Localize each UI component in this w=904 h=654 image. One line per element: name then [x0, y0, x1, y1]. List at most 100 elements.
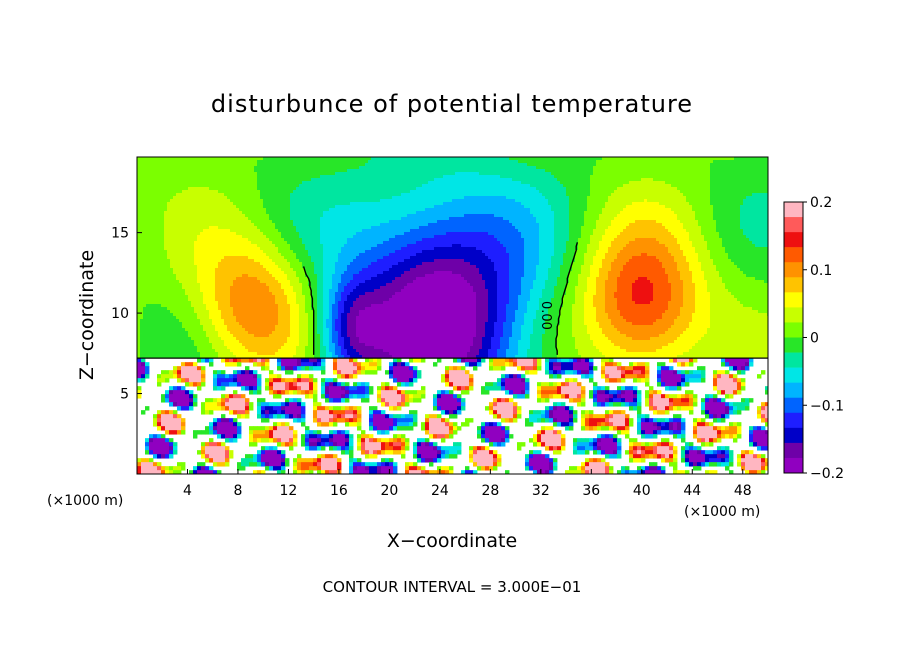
heatmap-cell: [317, 304, 321, 308]
heatmap-cell: [254, 250, 258, 254]
heatmap-cell: [293, 247, 297, 251]
heatmap-cell: [230, 202, 234, 206]
heatmap-cell: [218, 220, 222, 224]
heatmap-cell: [278, 196, 282, 200]
heatmap-cell: [185, 253, 189, 257]
heatmap-cell: [257, 178, 261, 182]
heatmap-cell: [275, 217, 279, 221]
heatmap-cell: [149, 265, 153, 269]
heatmap-cell: [218, 232, 222, 236]
heatmap-cell: [353, 181, 357, 185]
heatmap-cell: [278, 211, 282, 215]
heatmap-cell: [248, 286, 252, 290]
heatmap-cell: [239, 343, 243, 347]
heatmap-cell: [158, 169, 162, 173]
heatmap-cell: [332, 226, 336, 230]
heatmap-cell: [353, 253, 357, 257]
heatmap-cell: [158, 235, 162, 239]
heatmap-cell: [269, 268, 273, 272]
heatmap-cell: [263, 349, 267, 353]
heatmap-cell: [248, 238, 252, 242]
heatmap-cell: [254, 208, 258, 212]
heatmap-cell: [140, 328, 144, 332]
heatmap-cell: [146, 271, 150, 275]
heatmap-cell: [302, 355, 306, 359]
heatmap-cell: [173, 196, 177, 200]
heatmap-cell: [191, 355, 195, 359]
heatmap-cell: [281, 172, 285, 176]
heatmap-cell: [242, 184, 246, 188]
heatmap-cell: [140, 205, 144, 209]
heatmap-cell: [206, 160, 210, 164]
heatmap-cell: [272, 295, 276, 299]
heatmap-cell: [269, 244, 273, 248]
heatmap-cell: [215, 202, 219, 206]
heatmap-cell: [263, 166, 267, 170]
heatmap-cell: [224, 241, 228, 245]
heatmap-cell: [224, 271, 228, 275]
heatmap-cell: [350, 172, 354, 176]
heatmap-cell: [311, 322, 315, 326]
heatmap-cell: [311, 337, 315, 341]
heatmap-cell: [299, 166, 303, 170]
heatmap-cell: [185, 256, 189, 260]
heatmap-cell: [284, 349, 288, 353]
heatmap-cell: [269, 157, 273, 161]
heatmap-cell: [299, 211, 303, 215]
heatmap-cell: [326, 295, 330, 299]
heatmap-cell: [197, 232, 201, 236]
heatmap-cell: [284, 280, 288, 284]
heatmap-cell: [278, 169, 282, 173]
heatmap-cell: [248, 250, 252, 254]
heatmap-cell: [260, 274, 264, 278]
heatmap-cell: [215, 250, 219, 254]
heatmap-cell: [206, 343, 210, 347]
heatmap-cell: [179, 331, 183, 335]
heatmap-cell: [212, 325, 216, 329]
heatmap-cell: [293, 340, 297, 344]
heatmap-cell: [260, 229, 264, 233]
heatmap-cell: [227, 352, 231, 356]
heatmap-cell: [170, 166, 174, 170]
heatmap-cell: [266, 196, 270, 200]
heatmap-cell: [194, 157, 198, 161]
heatmap-cell: [176, 184, 180, 188]
heatmap-cell: [332, 184, 336, 188]
heatmap-cell: [263, 205, 267, 209]
heatmap-cell: [152, 223, 156, 227]
heatmap-cell: [149, 346, 153, 350]
heatmap-cell: [290, 250, 294, 254]
heatmap-cell: [191, 166, 195, 170]
heatmap-cell: [197, 268, 201, 272]
heatmap-cell: [158, 256, 162, 260]
heatmap-cell: [236, 256, 240, 260]
heatmap-cell: [203, 325, 207, 329]
heatmap-cell: [239, 196, 243, 200]
heatmap-cell: [314, 340, 318, 344]
heatmap-cell: [287, 289, 291, 293]
heatmap-cell: [149, 214, 153, 218]
heatmap-cell: [272, 349, 276, 353]
heatmap-cell: [176, 169, 180, 173]
heatmap-cell: [308, 298, 312, 302]
heatmap-cell: [308, 274, 312, 278]
heatmap-cell: [200, 160, 204, 164]
heatmap-cell: [275, 298, 279, 302]
heatmap-cell: [173, 166, 177, 170]
heatmap-cell: [308, 208, 312, 212]
heatmap-cell: [158, 241, 162, 245]
heatmap-cell: [191, 160, 195, 164]
heatmap-cell: [224, 328, 228, 332]
heatmap-cell: [227, 301, 231, 305]
heatmap-cell: [227, 187, 231, 191]
heatmap-cell: [218, 262, 222, 266]
heatmap-cell: [230, 343, 234, 347]
heatmap-cell: [326, 280, 330, 284]
heatmap-cell: [332, 235, 336, 239]
heatmap-cell: [140, 184, 144, 188]
heatmap-cell: [152, 181, 156, 185]
heatmap-cell: [290, 229, 294, 233]
heatmap-cell: [254, 337, 258, 341]
heatmap-cell: [227, 289, 231, 293]
heatmap-cell: [242, 346, 246, 350]
